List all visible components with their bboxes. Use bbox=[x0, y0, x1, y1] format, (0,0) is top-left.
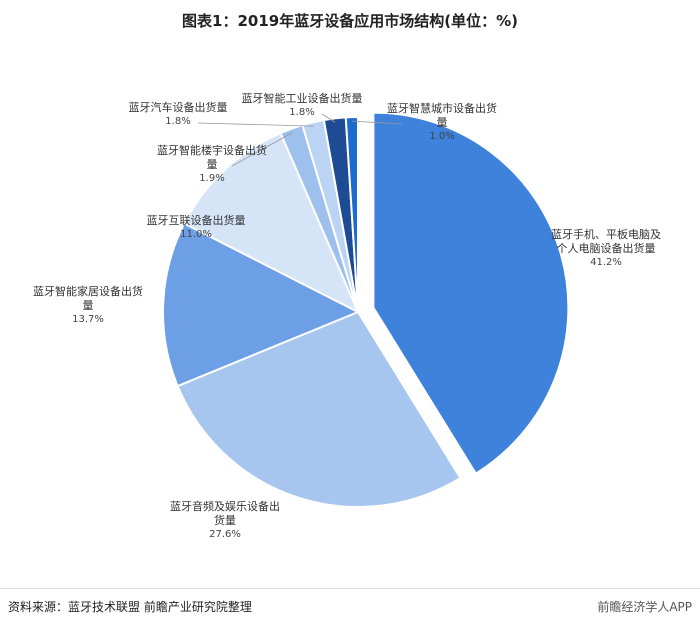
slice-label: 蓝牙智能楼宇设备出货量 1.9% bbox=[156, 144, 268, 186]
category-label: 蓝牙智能工业设备出货量 bbox=[241, 92, 363, 105]
value-label: 13.7% bbox=[72, 314, 104, 325]
pie-slice bbox=[182, 131, 361, 315]
slice-label: 蓝牙手机、平板电脑及个人电脑设备出货量 41.2% bbox=[550, 228, 662, 270]
pie-slice bbox=[344, 115, 359, 313]
pie-slice bbox=[162, 222, 361, 388]
leader-line bbox=[231, 132, 293, 167]
value-label: 27.6% bbox=[209, 529, 241, 540]
pie-slice bbox=[176, 310, 462, 508]
value-label: 1.8% bbox=[165, 116, 191, 127]
pie-slice bbox=[372, 111, 570, 475]
watermark: 前瞻经济学人APP bbox=[597, 600, 692, 614]
leader-line bbox=[321, 113, 336, 123]
value-label: 1.8% bbox=[289, 107, 315, 118]
source-note: 资料来源：蓝牙技术联盟 前瞻产业研究院整理 bbox=[8, 600, 252, 614]
slice-label: 蓝牙智能工业设备出货量 1.8% bbox=[237, 92, 367, 120]
leader-line bbox=[351, 120, 403, 125]
value-label: 1.0% bbox=[429, 131, 455, 142]
leader-line bbox=[197, 122, 315, 127]
value-label: 41.2% bbox=[590, 257, 622, 268]
category-label: 蓝牙互联设备出货量 bbox=[146, 214, 246, 227]
value-label: 1.9% bbox=[199, 173, 225, 184]
slice-label: 蓝牙智能家居设备出货量 13.7% bbox=[28, 285, 148, 327]
category-label: 蓝牙智能家居设备出货量 bbox=[33, 285, 143, 312]
category-label: 蓝牙智慧城市设备出货量 bbox=[387, 102, 497, 129]
slice-label: 蓝牙智慧城市设备出货量 1.0% bbox=[386, 102, 498, 144]
slice-label: 蓝牙音频及娱乐设备出货量 27.6% bbox=[165, 500, 285, 542]
value-label: 11.0% bbox=[180, 229, 212, 240]
category-label: 蓝牙汽车设备出货量 bbox=[128, 101, 228, 114]
slice-label: 蓝牙互联设备出货量 11.0% bbox=[136, 214, 256, 242]
divider bbox=[0, 588, 700, 589]
category-label: 蓝牙智能楼宇设备出货量 bbox=[157, 144, 267, 171]
chart-title: 图表1：2019年蓝牙设备应用市场结构(单位：%) bbox=[182, 12, 518, 30]
category-label: 蓝牙音频及娱乐设备出货量 bbox=[170, 500, 280, 527]
slice-label: 蓝牙汽车设备出货量 1.8% bbox=[118, 101, 238, 129]
category-label: 蓝牙手机、平板电脑及个人电脑设备出货量 bbox=[551, 228, 661, 255]
